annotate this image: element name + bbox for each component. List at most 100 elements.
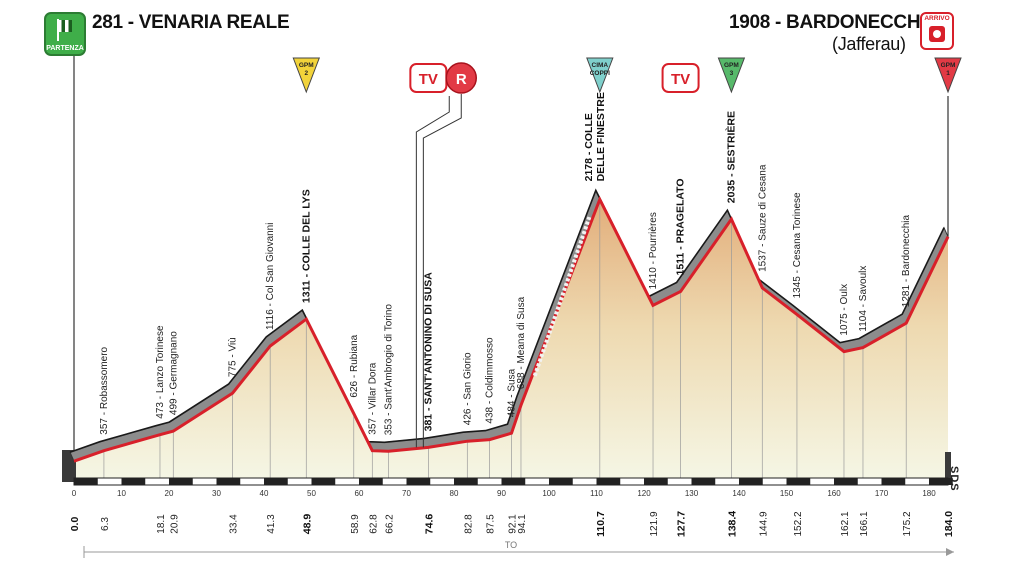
waypoint-label: 357 - Villar Dora	[367, 362, 378, 435]
r-text: R	[456, 71, 467, 88]
waypoint-distance: 62.8	[368, 514, 379, 534]
waypoint-distance: 110.7	[595, 511, 607, 537]
r-badge: R	[415, 62, 477, 448]
axis-tick-label: 110	[590, 489, 603, 498]
waypoint-labels: 357 - Robassomero 6.3 473 - Lanzo Torinese…	[69, 92, 955, 537]
arrivo-finish-icon: ARRIVO	[920, 12, 954, 50]
axis-tick-label: 160	[827, 489, 841, 498]
axis-segment	[739, 478, 763, 485]
waypoint-label: 1311 - COLLE DEL LYS	[300, 189, 312, 303]
r-pointer	[422, 94, 462, 448]
altitude-fill	[74, 199, 948, 482]
axis-segment	[501, 478, 526, 485]
partenza-label: PARTENZA	[46, 45, 84, 52]
axis-tick-label: 0	[72, 489, 77, 498]
waypoint-label: 1104 - Savoulx	[858, 266, 869, 332]
axis-tick-label: 40	[260, 489, 269, 498]
waypoint-distance: 92.1	[508, 514, 519, 534]
gpm-triangle	[934, 57, 962, 94]
axis-tick-label: 140	[732, 489, 746, 498]
gpm-text: GPM	[299, 62, 314, 69]
waypoint-label: 775 - Viù	[228, 337, 239, 377]
waypoint-label: 2035 - SESTRIÈRE	[724, 111, 737, 203]
axis-tick-label: 70	[402, 489, 411, 498]
waypoint-label: 1537 - Sauze di Cesana	[757, 164, 768, 272]
gpm-triangle	[717, 57, 746, 94]
axis-segment	[311, 478, 336, 485]
waypoint-distance: 162.1	[840, 511, 851, 536]
axis-tick-label: 170	[875, 489, 889, 498]
finish-subtitle: (Jafferau)	[832, 34, 906, 54]
waypoint-distance: 94.1	[517, 514, 528, 534]
axis-segment	[359, 478, 383, 485]
waypoint-distance: 33.4	[229, 514, 240, 534]
start-distance: 0.0	[69, 517, 81, 532]
axis-tick-label: 130	[685, 489, 699, 498]
axis-segment	[216, 478, 241, 485]
axis-segment	[834, 478, 858, 485]
axis-tick-label: 100	[542, 489, 556, 498]
waypoint-label: 426 - San Giorio	[462, 352, 473, 425]
road-top-edge	[69, 188, 945, 453]
tv-box	[661, 63, 700, 93]
axis-segment	[169, 478, 193, 485]
waypoint-distance: 127.7	[676, 511, 688, 537]
waypoint-label: 1345 - Cesana Torinese	[792, 192, 803, 298]
waypoint-distance: 18.1	[156, 514, 167, 534]
waypoint-label: 1511 - PRAGELATO	[675, 178, 687, 275]
gpm-triangle	[292, 57, 321, 94]
gpm-text: 3	[730, 70, 734, 77]
waypoint-distance: 66.2	[385, 514, 396, 534]
axis-tick-label: 180	[922, 489, 936, 498]
sds-brand-logo: SDS	[948, 466, 960, 492]
waypoint-distance: 74.6	[423, 514, 435, 535]
waypoint-label: 484 - Susa	[507, 368, 518, 417]
waypoint-distance: 6.3	[100, 517, 111, 531]
axis-segment	[454, 478, 478, 485]
waypoint-distance: 152.2	[793, 511, 804, 536]
finish-distance: 184.0	[943, 511, 955, 537]
axis-tick-label: 150	[780, 489, 794, 498]
axis-segment	[264, 478, 288, 485]
waypoint-label: 1075 - Oulx	[839, 284, 850, 336]
waypoint-distance: 166.1	[859, 511, 870, 536]
waypoint-distance: 175.2	[902, 511, 913, 536]
waypoint-label: DELLE FINESTRE	[595, 92, 607, 181]
waypoint-distance: 144.9	[758, 511, 769, 536]
gpm-triangle	[586, 57, 614, 94]
waypoint-distance: 41.3	[266, 514, 277, 534]
waypoint-distance: 48.9	[301, 514, 313, 535]
partenza-flag-icon: PARTENZA	[44, 12, 86, 56]
gpm-text: 1	[946, 70, 950, 77]
axis-segment	[74, 478, 98, 485]
waypoint-distance: 82.8	[463, 514, 474, 534]
gpm-text: CIMA	[592, 62, 609, 69]
waypoint-label: 473 - Lanzo Torinese	[155, 325, 166, 419]
waypoint-label: 688 - Meana di Susa	[516, 296, 527, 389]
tv-pointer	[415, 96, 450, 448]
tv-text: TV	[671, 71, 690, 88]
tv-badge: TV	[409, 63, 448, 93]
waypoint-distance: 121.9	[649, 511, 660, 536]
waypoint-distance: 138.4	[726, 511, 738, 537]
waypoint-label: 438 - Coldimmosso	[485, 337, 496, 424]
axis-tick-label: 120	[637, 489, 651, 498]
waypoint-label: 1410 - Pourrières	[648, 212, 659, 289]
scale-arrow: TO	[83, 540, 954, 558]
axis-segment	[691, 478, 716, 485]
finish-title: 1908 - BARDONECCHIA	[729, 12, 939, 33]
waypoint-label: 353 - Sant'Ambrogio di Torino	[384, 304, 395, 436]
tv-badge: TV	[661, 63, 700, 93]
axis-segment	[786, 478, 811, 485]
unpaved-section	[532, 216, 592, 377]
arrivo-label: ARRIVO	[924, 15, 950, 22]
scale-label: TO	[505, 540, 517, 550]
axis-tick-label: 10	[117, 489, 126, 498]
axis-segment	[596, 478, 621, 485]
gpm-text: COPPI	[590, 70, 610, 77]
axis-segment	[881, 478, 906, 485]
